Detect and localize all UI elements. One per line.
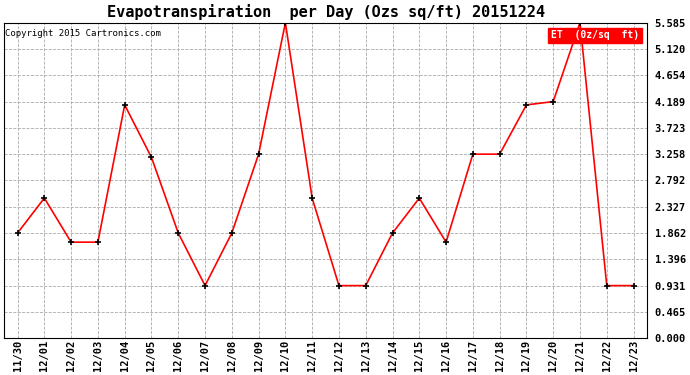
Text: Copyright 2015 Cartronics.com: Copyright 2015 Cartronics.com — [6, 29, 161, 38]
Title: Evapotranspiration  per Day (Ozs sq/ft) 20151224: Evapotranspiration per Day (Ozs sq/ft) 2… — [106, 4, 544, 20]
Legend: ET  (0z/sq  ft): ET (0z/sq ft) — [548, 28, 642, 44]
